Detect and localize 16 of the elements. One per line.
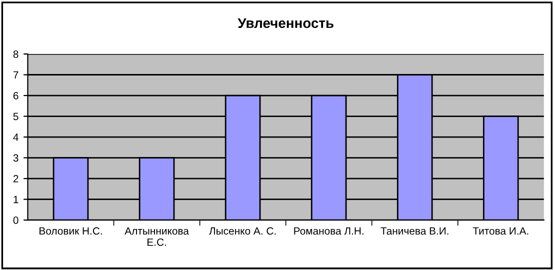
y-tick-label: 6 [13,92,18,100]
x-tick-label: Воловик Н.С. [40,227,102,235]
y-tick-label: 1 [14,196,18,204]
x-tick-label: Лысенко А. С. [209,227,276,235]
y-tick-label: 0 [13,216,18,224]
x-tick-label: Таничева В.И. [380,227,448,235]
y-tick-label: 2 [13,175,18,182]
y-tick-label: 7 [13,71,18,79]
y-tick-label: 8 [13,50,18,58]
x-tick-label: Алтынникова Е.С. [124,227,189,246]
y-tick-label: 4 [13,134,18,141]
chart-title: Увлеченность [238,18,334,28]
x-tick-label: Романова Л.Н. [294,227,364,235]
y-tick-label: 3 [13,154,18,162]
y-tick-label: 5 [13,112,18,120]
x-tick-label: Титова И.А. [472,227,528,235]
